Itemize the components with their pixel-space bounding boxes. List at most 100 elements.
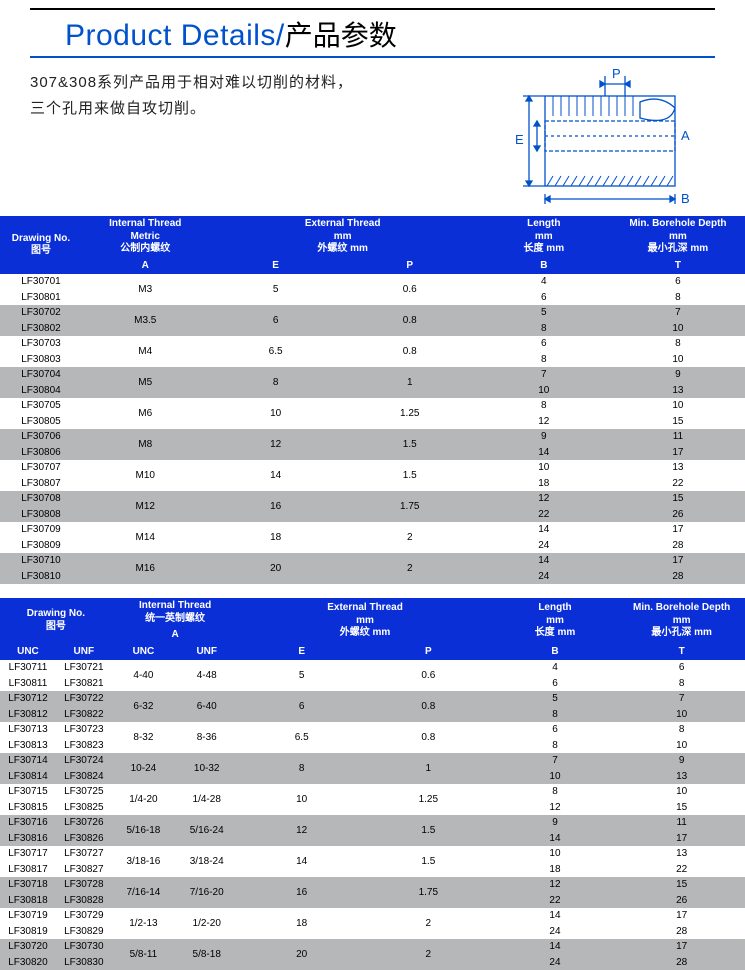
hdr-min-borehole: Min. Borehole Depth mm 最小孔深 mm	[611, 216, 745, 258]
cell-a-unc: 10-24	[112, 753, 175, 784]
cell-a-unf: 6-40	[175, 691, 238, 722]
cell-b: 12	[492, 800, 619, 816]
cell-dn: LF30707	[0, 460, 82, 476]
hdr-a: A	[82, 258, 209, 275]
cell-a-unf: 7/16-20	[175, 877, 238, 908]
cell-p: 1.75	[343, 491, 477, 522]
cell-p: 1.5	[365, 815, 492, 846]
cell-t: 17	[618, 908, 745, 924]
cell-e: 12	[238, 815, 365, 846]
cell-b: 8	[477, 352, 611, 368]
description-row: 307&308系列产品用于相对难以切削的材料， 三个孔用来做自攻切削。	[30, 66, 715, 206]
cell-unf: LF30828	[56, 893, 112, 909]
cell-b: 6	[492, 676, 619, 692]
table-row: LF30716LF307265/16-185/16-24121.5911	[0, 815, 745, 831]
cell-t: 17	[611, 553, 745, 569]
hdr-e: E	[209, 258, 343, 275]
hdr-t: T	[611, 258, 745, 275]
cell-t: 28	[611, 538, 745, 554]
cell-unc: LF30820	[0, 955, 56, 970]
cell-unf: LF30722	[56, 691, 112, 707]
cell-b: 14	[477, 445, 611, 461]
table-row: LF30709M141821417	[0, 522, 745, 538]
cell-a: M16	[82, 553, 209, 584]
hdr2-b: B	[492, 644, 619, 661]
cell-t: 28	[618, 924, 745, 940]
cell-e: 6	[209, 305, 343, 336]
cell-p: 2	[365, 939, 492, 970]
cell-a-unf: 5/16-24	[175, 815, 238, 846]
table-row: LF30711LF307214-404-4850.646	[0, 660, 745, 676]
hdr2-length: Length mm 长度 mm	[492, 598, 619, 644]
cell-dn: LF30806	[0, 445, 82, 461]
cell-e: 10	[209, 398, 343, 429]
table-row: LF30705M6101.25810	[0, 398, 745, 414]
cell-unc: LF30711	[0, 660, 56, 676]
cell-b: 14	[492, 831, 619, 847]
cell-b: 18	[477, 476, 611, 492]
cell-unc: LF30815	[0, 800, 56, 816]
cell-b: 14	[477, 522, 611, 538]
cell-unf: LF30823	[56, 738, 112, 754]
cell-unc: LF30818	[0, 893, 56, 909]
cell-b: 4	[492, 660, 619, 676]
cell-dn: LF30802	[0, 321, 82, 337]
cell-t: 17	[611, 522, 745, 538]
cell-unf: LF30821	[56, 676, 112, 692]
cell-e: 6.5	[209, 336, 343, 367]
cell-t: 11	[611, 429, 745, 445]
cell-unf: LF30829	[56, 924, 112, 940]
cell-a: M12	[82, 491, 209, 522]
cell-a-unf: 1/2-20	[175, 908, 238, 939]
cell-t: 15	[618, 800, 745, 816]
cell-p: 2	[365, 908, 492, 939]
diagram-label-b: B	[681, 191, 690, 206]
cell-a: M3.5	[82, 305, 209, 336]
cell-t: 10	[618, 707, 745, 723]
cell-dn: LF30809	[0, 538, 82, 554]
cell-a: M8	[82, 429, 209, 460]
cell-e: 18	[209, 522, 343, 553]
table-row: LF30710M162021417	[0, 553, 745, 569]
cell-dn: LF30702	[0, 305, 82, 321]
cell-unf: LF30830	[56, 955, 112, 970]
cell-b: 10	[477, 383, 611, 399]
table-row: LF30719LF307291/2-131/2-201821417	[0, 908, 745, 924]
cell-t: 6	[618, 660, 745, 676]
title-block: Product Details/ 产品参数	[30, 14, 715, 58]
cell-unf: LF30826	[56, 831, 112, 847]
diagram-label-p: P	[612, 66, 621, 81]
cell-unf: LF30730	[56, 939, 112, 955]
cell-t: 6	[611, 274, 745, 290]
cell-unc: LF30718	[0, 877, 56, 893]
cell-t: 9	[611, 367, 745, 383]
cell-t: 17	[611, 445, 745, 461]
cell-unf: LF30825	[56, 800, 112, 816]
cell-e: 16	[238, 877, 365, 908]
cell-unc: LF30716	[0, 815, 56, 831]
cell-a-unf: 1/4-28	[175, 784, 238, 815]
cell-e: 20	[209, 553, 343, 584]
cell-e: 5	[238, 660, 365, 691]
spec-table-1: Drawing No. 图号 Internal Thread Metric 公制…	[0, 216, 745, 584]
cell-unf: LF30822	[56, 707, 112, 723]
cell-b: 8	[492, 707, 619, 723]
hdr-p: P	[343, 258, 477, 275]
hdr2-a: A	[112, 627, 239, 644]
cell-p: 0.8	[343, 305, 477, 336]
cell-e: 8	[238, 753, 365, 784]
cell-unc: LF30712	[0, 691, 56, 707]
table-row: LF30704M58179	[0, 367, 745, 383]
cell-unc: LF30814	[0, 769, 56, 785]
cell-b: 22	[492, 893, 619, 909]
description-text: 307&308系列产品用于相对难以切削的材料， 三个孔用来做自攻切削。	[30, 66, 485, 121]
cell-e: 20	[238, 939, 365, 970]
cell-t: 17	[618, 939, 745, 955]
cell-b: 8	[477, 321, 611, 337]
table-row: LF30702M3.560.857	[0, 305, 745, 321]
cell-dn: LF30705	[0, 398, 82, 414]
cell-b: 9	[477, 429, 611, 445]
cell-a: M5	[82, 367, 209, 398]
cell-unc: LF30812	[0, 707, 56, 723]
cell-t: 13	[618, 769, 745, 785]
